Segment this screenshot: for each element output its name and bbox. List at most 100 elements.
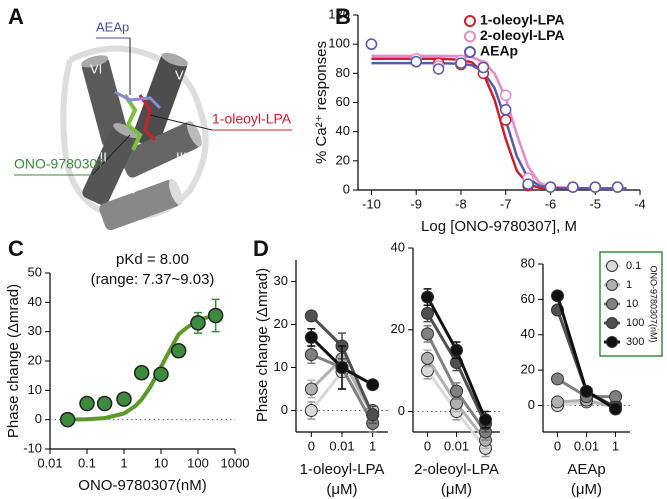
x-tick-label: -6: [545, 196, 557, 211]
x-axis-label: (μM): [326, 481, 357, 498]
data-point: [335, 361, 349, 374]
data-point: [366, 378, 380, 392]
y-tick-label: -10: [23, 440, 42, 455]
y-tick-label: 10: [274, 359, 288, 374]
y-axis-label: Phase change (Δmrad): [254, 268, 271, 422]
y-tick-label: 20: [521, 362, 535, 377]
data-point: [133, 364, 150, 381]
legend-marker: [606, 260, 618, 272]
data-point: [609, 402, 622, 416]
panel-letter: B: [335, 4, 351, 29]
y-tick-label: 0: [528, 397, 535, 412]
y-tick-label: 60: [336, 94, 350, 109]
legend-marker: [606, 317, 618, 329]
data-point: [421, 306, 434, 320]
y-tick-label: 30: [274, 273, 288, 288]
y-tick-label: 0: [398, 403, 405, 418]
data-point: [477, 61, 490, 74]
data-point: [551, 289, 564, 303]
y-tick-label: 60: [521, 291, 535, 306]
x-tick-label: -10: [362, 196, 381, 211]
x-tick-label: 1000: [221, 455, 250, 470]
data-point: [170, 342, 187, 359]
helix: [99, 178, 183, 231]
helix-label: VI: [90, 61, 102, 76]
data-point: [499, 89, 512, 101]
data-point: [153, 366, 169, 382]
panel-letter: D: [253, 236, 269, 261]
x-tick-label: 0: [424, 438, 431, 453]
x-tick-label: 0: [308, 438, 315, 453]
panel-letter: A: [8, 4, 24, 29]
helix-label: III: [176, 149, 187, 164]
data-point: [116, 391, 132, 407]
x-tick-label: -9: [410, 196, 422, 211]
x-tick-label: 0.01: [37, 455, 62, 470]
x-tick-label: -7: [500, 196, 512, 211]
helix: [119, 121, 202, 178]
y-tick-label: 100: [328, 36, 350, 51]
fit-curve: [371, 54, 627, 190]
legend-marker: [464, 46, 476, 58]
loop: [60, 45, 209, 221]
x-tick-label: 1: [612, 438, 619, 453]
legend-title: ONO-9780307(nM): [649, 265, 659, 342]
y-tick-label: 20: [274, 316, 288, 331]
ligand: [123, 93, 143, 151]
x-tick-label: 1: [120, 455, 127, 470]
y-axis-label: Phase change (Δmrad): [5, 284, 22, 438]
x-tick-label: 0.01: [444, 438, 469, 453]
x-tick-label: 0.01: [329, 438, 354, 453]
structure-label: 1-oleoyl-LPA: [212, 111, 292, 127]
annotation: (range: 7.37~9.03): [91, 271, 215, 288]
x-tick-label: -8: [455, 196, 467, 211]
structure-label: AEAp: [96, 19, 129, 34]
data-point: [190, 315, 206, 331]
ligand: [114, 90, 162, 110]
y-tick-label: 20: [28, 352, 42, 367]
data-point: [59, 411, 76, 428]
legend-marker: [464, 15, 476, 27]
y-tick-label: 20: [336, 152, 350, 167]
legend-label: 1: [626, 279, 632, 291]
y-tick-label: 40: [391, 239, 405, 254]
data-point: [421, 351, 434, 365]
y-tick-label: 10: [28, 382, 42, 397]
data-point: [544, 181, 557, 193]
data-point: [479, 413, 492, 427]
data-point: [96, 395, 113, 412]
x-tick-label: 0: [554, 438, 561, 453]
y-tick-label: 80: [336, 65, 350, 80]
structure-panel: A AEAp V VI III 1-oleoyl-LPA VII ONO-978…: [8, 4, 292, 231]
data-point: [421, 290, 434, 304]
x-axis-label: (μM): [441, 481, 472, 498]
y-tick-label: 20: [391, 321, 405, 336]
data-point: [522, 178, 534, 190]
x-axis-label: AEAp: [567, 461, 605, 478]
legend-label: 0.1: [626, 260, 641, 272]
legend-label: AEAp: [480, 43, 518, 59]
fit-curve: [371, 57, 627, 190]
legend-marker: [606, 336, 618, 348]
y-tick-label: 0: [35, 411, 42, 426]
y-tick-label: 80: [521, 255, 535, 270]
x-tick-label: 1: [369, 438, 376, 453]
x-axis-label: Log [ONO-9780307], M: [421, 218, 577, 235]
helix-label: V: [175, 67, 184, 82]
leader-line: [91, 134, 131, 176]
y-tick-label: 50: [28, 264, 42, 279]
y-tick-label: 40: [28, 294, 42, 309]
x-tick-label: -5: [589, 196, 601, 211]
data-point: [304, 348, 318, 362]
structure-label: ONO-9780307: [14, 156, 105, 172]
annotation: pKd = 8.00: [116, 251, 189, 268]
data-point: [79, 395, 95, 412]
leader-line: [149, 114, 213, 131]
legend-marker: [606, 279, 618, 291]
data-point: [366, 408, 380, 422]
data-point: [450, 384, 463, 398]
helix-label: VII: [91, 149, 107, 164]
x-tick-label: -4: [634, 196, 646, 211]
